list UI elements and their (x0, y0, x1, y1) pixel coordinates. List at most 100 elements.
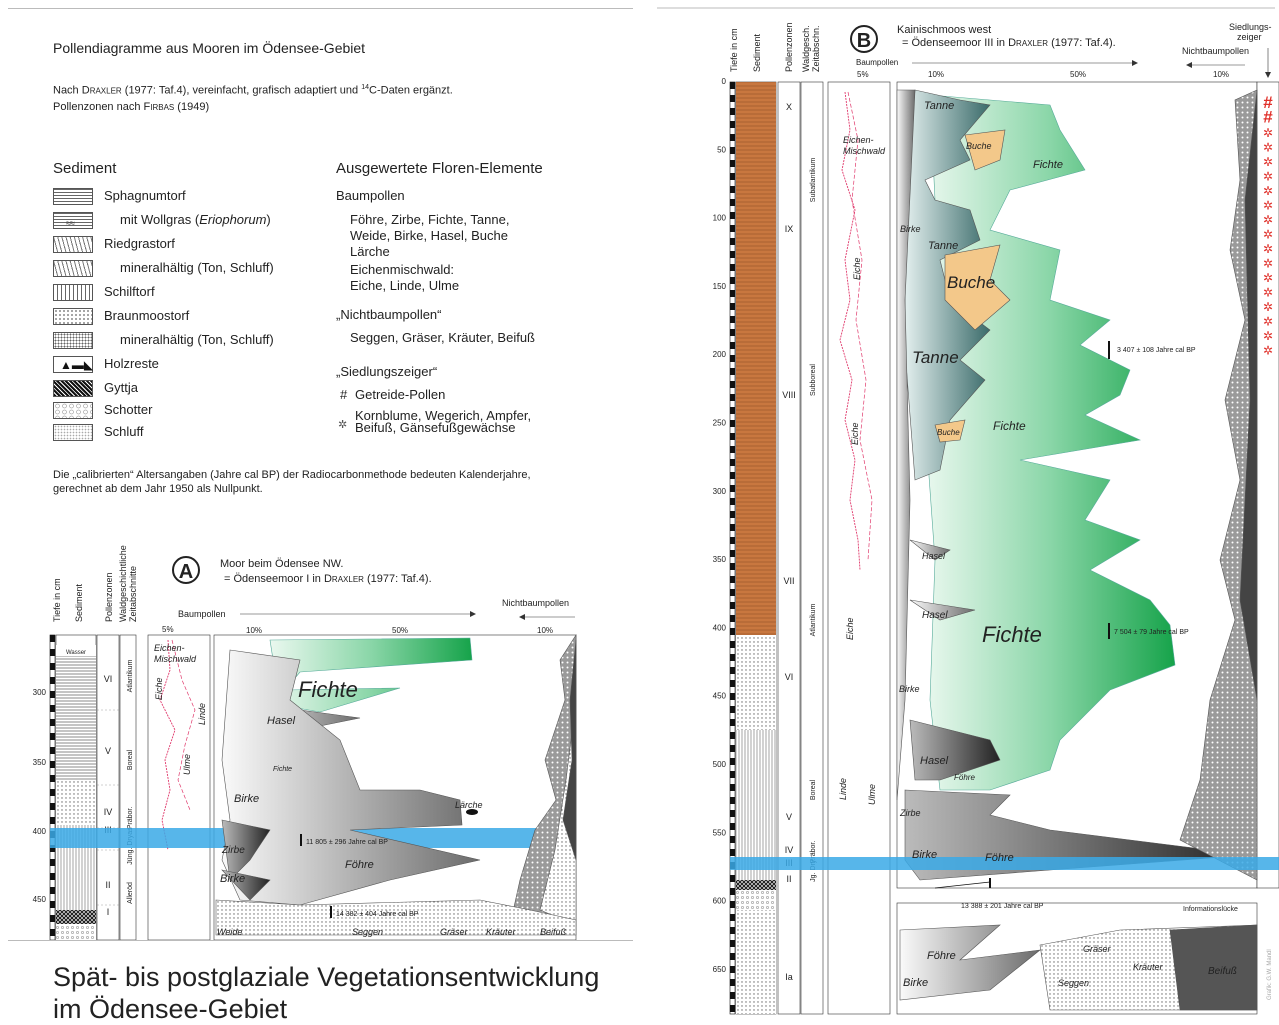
date2-a: 14 382 ± 404 Jahre cal BP (336, 911, 419, 918)
eiche2-label-b: Eiche (850, 422, 860, 445)
swatch-ried (53, 236, 93, 253)
depth-bar-seg-b (730, 433, 735, 440)
depth-bar-seg-b (730, 342, 735, 349)
depth-tick-b: 350 (713, 555, 727, 564)
depth-bar-seg-b (730, 732, 735, 739)
baumpollen-line4: Eichenmischwald: (350, 262, 455, 277)
col-depth-b: Tiefe in cm (729, 28, 739, 72)
depth-bar-seg-a (50, 789, 55, 796)
date1-mark-a (300, 834, 302, 846)
depth-bar-seg-b (730, 511, 735, 518)
sediment-label-4: Schilftorf (104, 284, 155, 299)
sediment-sphagnum-b (736, 82, 776, 635)
depth-tick-b: 600 (713, 897, 727, 906)
zirbe-area-a (221, 819, 271, 881)
kornblume-line1: Kornblume, Wegerich, Ampfer, (355, 408, 532, 423)
birke1-label-b: Birke (900, 224, 921, 234)
swatch-schotter (53, 402, 93, 419)
depth-bar-seg-a (50, 859, 55, 866)
getreide-label: Getreide-Pollen (355, 387, 446, 402)
foehre2-label-b: Föhre (985, 852, 1014, 864)
badge-a (172, 556, 200, 584)
depth-bar-seg-a (50, 775, 55, 782)
depth-bar-seg-b (730, 927, 735, 934)
eiche3-label-b: Eiche (845, 617, 855, 640)
depth-bar-seg-b (730, 329, 735, 336)
emw-label-b-2: Mischwald (843, 146, 886, 156)
tanne3-label-b: Tanne (912, 348, 959, 367)
ulme-label-b: Ulme (867, 784, 877, 805)
zone-label-a: V (105, 746, 111, 756)
zirbe-label-b: Zirbe (899, 808, 921, 818)
siedlung-mark-8: ✲ (1263, 213, 1273, 227)
depth-bar-seg-a (50, 803, 55, 810)
period-label-b: Boreal (810, 779, 817, 800)
depth-bar-seg-a (50, 901, 55, 908)
wasser-label-2: Wasser (66, 650, 86, 656)
badge-b-letter: B (857, 30, 871, 52)
depth-bar-seg-b (730, 576, 735, 583)
nichtbaumpollen-b: Nichtbaumpollen (1182, 46, 1249, 56)
calibration-note-line2: gerechnet ab dem Jahr 1950 als Nullpunkt… (53, 483, 263, 495)
sediment-schotter-a (56, 924, 96, 940)
sediment-label-7: Holzreste (104, 356, 159, 371)
depth-bar-seg-b (730, 901, 735, 908)
emw-col-a (147, 634, 211, 941)
depth-bar-seg-a (50, 719, 55, 726)
zone-label-a: IV (104, 807, 113, 817)
baumpollen-heading: Baumpollen (336, 188, 405, 203)
swatch-braunmin (53, 332, 93, 349)
buche1-area-b (964, 129, 1006, 171)
date3-b: 13 388 ± 201 Jahre cal BP (961, 903, 1044, 910)
date3-mark-b (989, 878, 991, 888)
birke-strip-b (896, 89, 916, 801)
depth-bar-seg-b (730, 459, 735, 466)
zone-label-b: IV (785, 845, 794, 855)
hasel2-label-b: Hasel (922, 610, 948, 621)
nbp-dark-b (1239, 89, 1258, 701)
depth-bar-seg-b (730, 953, 735, 960)
foehre1-label-b: Föhre (954, 773, 975, 782)
linde-label-b: Linde (838, 778, 848, 800)
fichte-label-a: Fichte (298, 677, 358, 702)
date2-mark-a (330, 906, 332, 918)
col-sediment-a: Sediment (74, 583, 84, 622)
depth-bar-seg-b (730, 823, 735, 830)
pct5-a: 5% (162, 625, 174, 634)
zone-label-b: IX (785, 224, 794, 234)
zone-label-b: X (786, 102, 792, 112)
nbp-arrowhead-b (1186, 62, 1192, 68)
pct10-a: 10% (246, 626, 262, 635)
baumpollen-line3: Lärche (350, 244, 390, 259)
depth-tick-b: 50 (717, 145, 726, 154)
siedlung-mark-13: ✲ (1263, 286, 1273, 300)
depth-bar-seg-b (730, 394, 735, 401)
baumpollen-arrowhead-a (470, 611, 476, 617)
depth-bar-seg-b (730, 290, 735, 297)
depth-bar-seg-b (730, 797, 735, 804)
buche3-label-b: Buche (937, 428, 960, 437)
depth-bar-seg-b (730, 173, 735, 180)
sediment-label-10: Schluff (104, 424, 144, 439)
beifuss-label-a: Beifuß (540, 927, 567, 937)
swatch-wollgras: ≈≈ (53, 212, 93, 229)
siedlungs-b: Siedlungs- (1229, 22, 1272, 32)
depth-bar-seg-b (730, 303, 735, 310)
depth-bar-seg-a (50, 845, 55, 852)
swatch-riedmin (53, 260, 93, 277)
depth-bar-seg-b (730, 186, 735, 193)
buche3-area-b (934, 419, 966, 443)
zirbe-label-a: Zirbe (221, 845, 245, 856)
baumpollen-line2: Weide, Birke, Hasel, Buche (350, 228, 508, 243)
foehre-label-a: Föhre (345, 859, 374, 871)
pct10b-b: 10% (1213, 70, 1229, 79)
pct10b-a: 10% (537, 626, 553, 635)
footer-title-line2: im Ödensee-Gebiet (53, 994, 288, 1024)
kornblume-symbol: ✲ (338, 419, 348, 431)
site-b-name: Kainischmoos west (897, 24, 991, 36)
depth-bar-seg-b (730, 810, 735, 817)
depth-bar-seg-b (730, 160, 735, 167)
nbp-heading: „Nichtbaumpollen“ (336, 307, 442, 322)
sz-heading: „Siedlungszeiger“ (336, 364, 438, 379)
site-a-name: Moor beim Ödensee NW. (220, 558, 344, 570)
